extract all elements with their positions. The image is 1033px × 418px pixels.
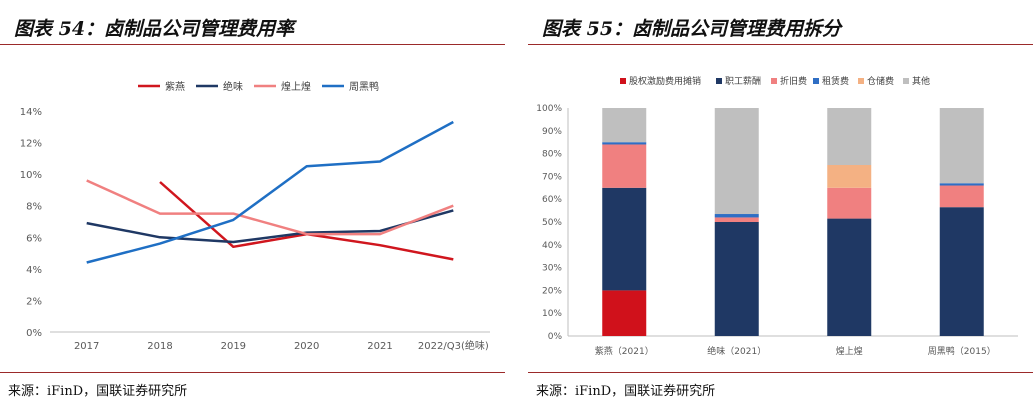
bar-segment (827, 218, 872, 336)
right-source-rule (528, 372, 1033, 373)
legend-swatch (771, 78, 777, 84)
stacked-bar-chart: 0% 10% 20% 30% 40% 50% 60% 70% 80% 90% 100% 紫燕（2021… (536, 75, 1018, 357)
left-chart-title: 图表 54：卤制品公司管理费用率 (14, 18, 295, 40)
y-tick-label: 8% (26, 202, 42, 213)
bar-segment (939, 185, 984, 208)
legend-label: 绝味 (223, 80, 243, 93)
legend-label: 股权激励费用摊销 (629, 75, 701, 87)
bar-segment (827, 187, 872, 219)
legend-label: 折旧费 (780, 75, 807, 87)
series-line (86, 179, 454, 236)
series-line (86, 120, 454, 264)
y-tick-label: 0% (548, 332, 563, 342)
bar-segment (939, 108, 984, 184)
bar-segment (602, 144, 647, 188)
x-tick-label: 煌上煌 (836, 345, 863, 357)
bar-segment (714, 108, 759, 215)
right-source-note: 来源：iFinD，国联证券研究所 (536, 384, 716, 399)
y-tick-label: 30% (542, 264, 562, 274)
bar-segment (602, 187, 647, 291)
bar-segment (602, 142, 647, 145)
bar-segment (827, 165, 872, 188)
legend-label: 煌上煌 (281, 80, 311, 93)
left-title-rule (0, 44, 505, 45)
y-tick-label: 50% (542, 218, 562, 228)
y-tick-label: 10% (542, 309, 562, 319)
series-line (159, 181, 454, 261)
right-title-rule (528, 44, 1033, 45)
y-tick-label: 40% (542, 241, 562, 251)
legend-swatch (716, 78, 722, 84)
legend-label: 租赁费 (822, 75, 849, 87)
bar-segment (827, 108, 872, 165)
bar-segment (602, 290, 647, 336)
y-tick-label: 14% (20, 107, 42, 118)
y-tick-label: 12% (20, 139, 42, 150)
y-tick-label: 80% (542, 150, 562, 160)
x-tick-label: 2019 (221, 341, 246, 352)
bar-segment (714, 222, 759, 336)
left-source-rule (0, 372, 505, 373)
series-line (86, 209, 454, 244)
y-tick-label: 2% (26, 296, 42, 307)
y-tick-label: 70% (542, 172, 562, 182)
x-tick-label: 2017 (74, 341, 99, 352)
legend-swatch (813, 78, 819, 84)
x-tick-label: 2018 (147, 341, 172, 352)
bar-segment (602, 108, 647, 143)
x-tick-label: 2020 (294, 341, 319, 352)
left-source-note: 来源：iFinD，国联证券研究所 (8, 384, 188, 399)
legend-label: 紫燕 (165, 81, 185, 93)
y-tick-label: 20% (542, 286, 562, 296)
y-tick-label: 0% (26, 328, 42, 339)
left-chart-panel: 图表 54：卤制品公司管理费用率 0% 2% 4% 6% 8% 10% 12% 14% 2017… (0, 0, 505, 418)
right-chart-panel: 图表 55：卤制品公司管理费用拆分 0% 10% 20% 30% 40% 50% 60% 70… (528, 0, 1033, 418)
y-tick-label: 100% (536, 104, 562, 114)
line-chart: 0% 2% 4% 6% 8% 10% 12% 14% 2017 2018 2019 2020 2021 2… (20, 80, 490, 352)
x-tick-label: 绝味（2021） (707, 345, 766, 357)
y-tick-label: 90% (542, 127, 562, 137)
y-tick-label: 60% (542, 195, 562, 205)
legend-swatch (858, 78, 864, 84)
y-tick-label: 4% (26, 265, 42, 276)
y-tick-label: 6% (26, 233, 42, 244)
bar-segment (939, 183, 984, 186)
right-chart-title: 图表 55：卤制品公司管理费用拆分 (542, 18, 842, 40)
legend-label: 其他 (912, 75, 930, 87)
legend-label: 仓储费 (867, 75, 894, 87)
x-tick-label: 2021 (367, 341, 392, 352)
bar-segment (714, 214, 759, 218)
x-tick-label: 周黑鸭（2015） (928, 345, 996, 357)
legend-label: 周黑鸭 (349, 80, 379, 93)
bar-segment (714, 217, 759, 222)
legend-label: 职工薪酬 (725, 75, 761, 87)
legend-swatch (903, 78, 909, 84)
legend-swatch (620, 78, 626, 84)
y-tick-label: 10% (20, 170, 42, 181)
x-tick-label: 紫燕（2021） (595, 345, 654, 357)
bar-segment (939, 207, 984, 336)
x-tick-label: 2022/Q3(绝味) (418, 339, 489, 352)
